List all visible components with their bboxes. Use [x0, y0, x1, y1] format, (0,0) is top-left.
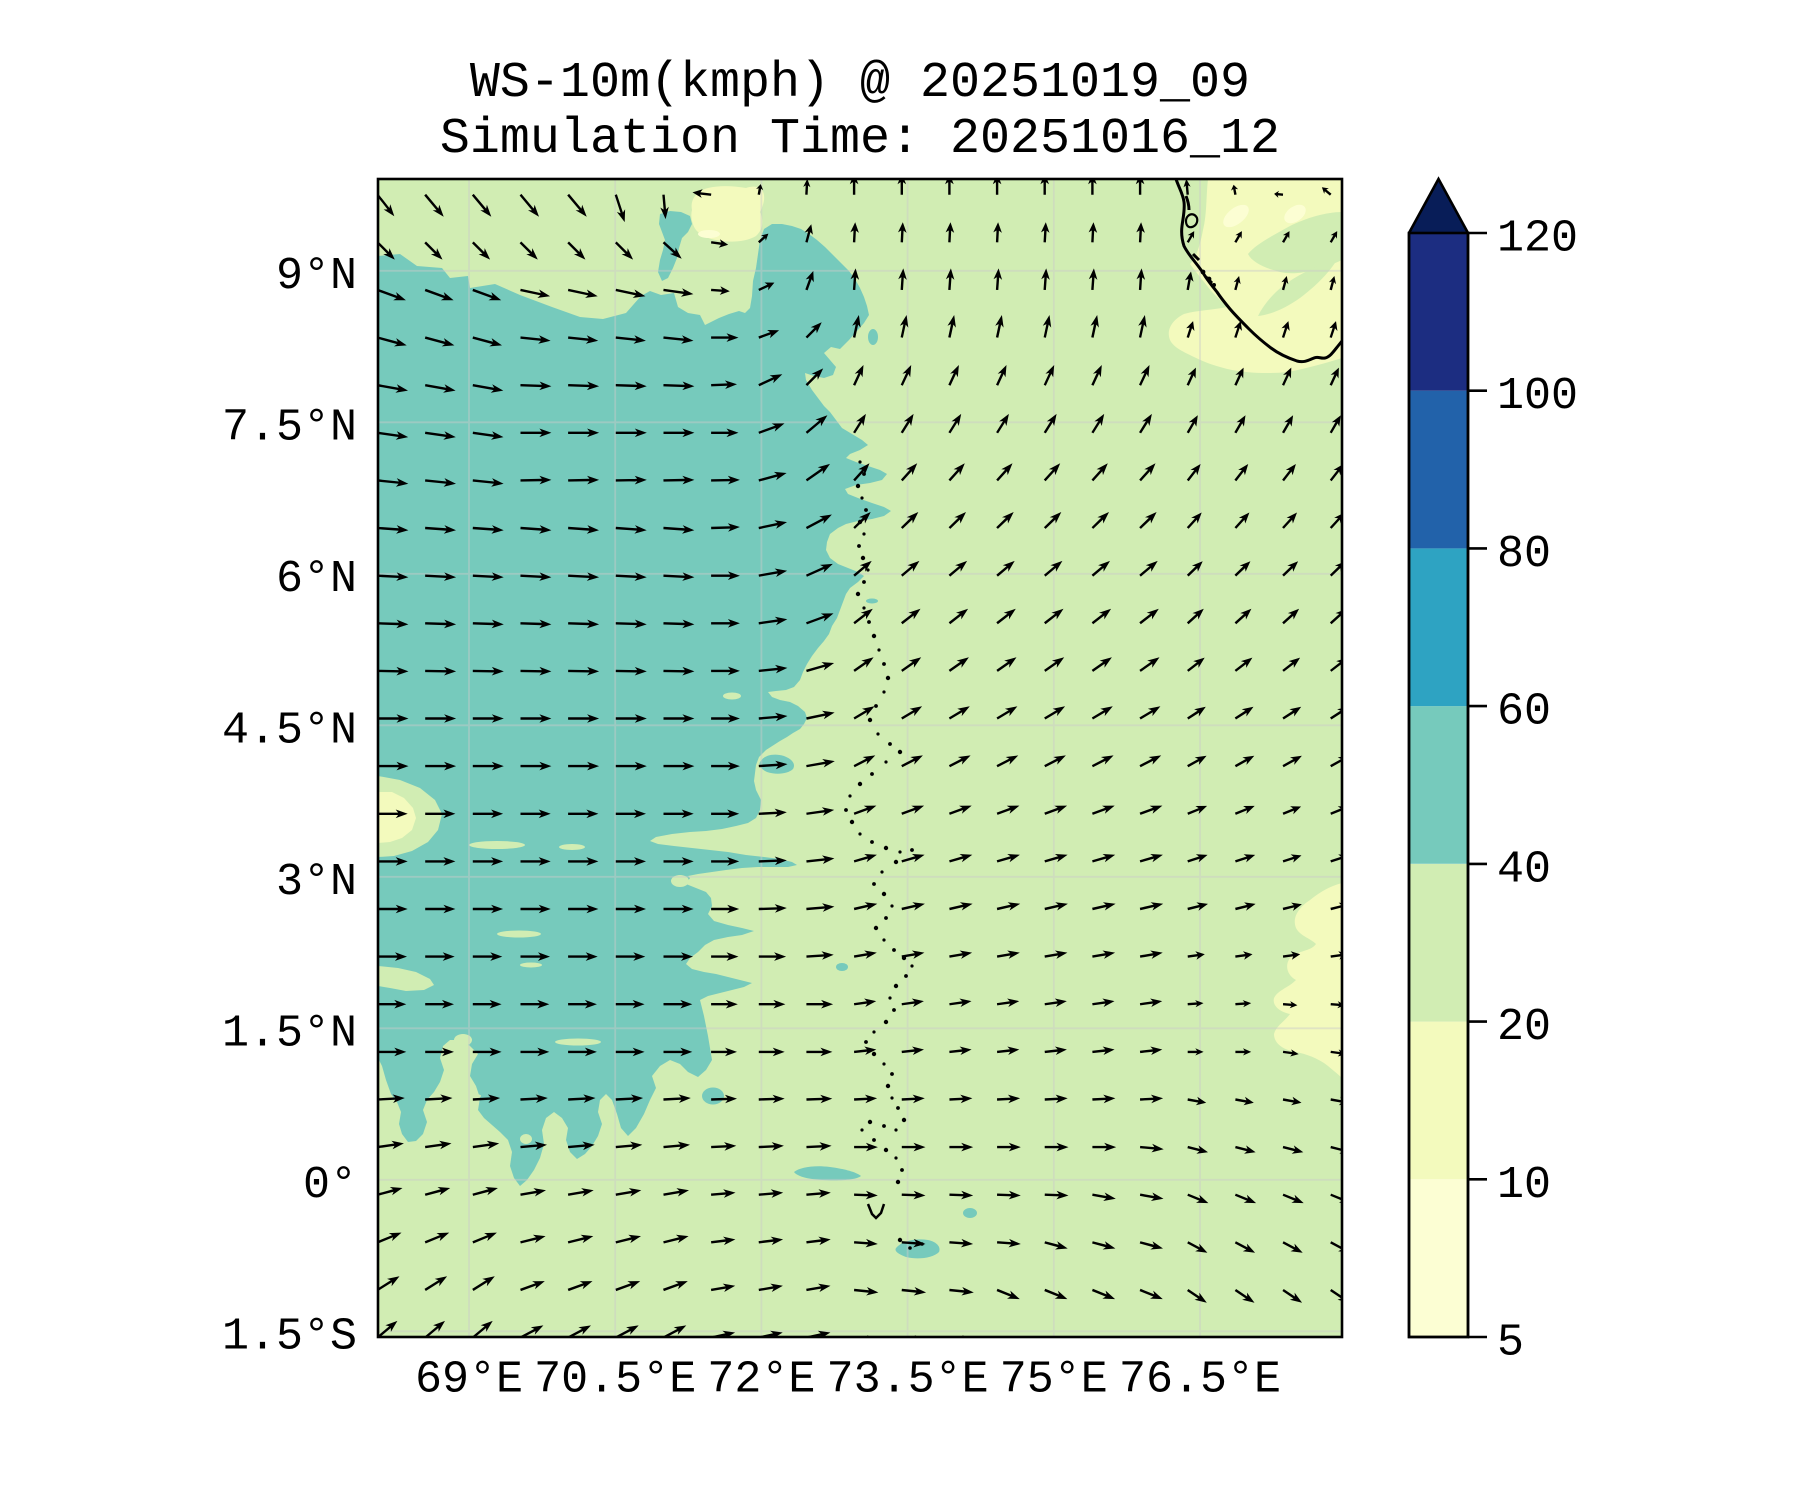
svg-text:75°E: 75°E: [1000, 1355, 1108, 1406]
svg-text:7.5°N: 7.5°N: [222, 402, 357, 453]
svg-text:76.5°E: 76.5°E: [1119, 1355, 1281, 1406]
svg-text:73.5°E: 73.5°E: [827, 1355, 989, 1406]
svg-text:120: 120: [1497, 214, 1578, 265]
svg-text:40: 40: [1497, 844, 1551, 895]
svg-text:1.5°N: 1.5°N: [222, 1008, 357, 1059]
svg-text:20: 20: [1497, 1002, 1551, 1053]
svg-text:5: 5: [1497, 1318, 1524, 1369]
svg-text:60: 60: [1497, 687, 1551, 738]
svg-text:9°N: 9°N: [276, 251, 357, 302]
svg-text:72°E: 72°E: [707, 1355, 815, 1406]
svg-text:4.5°N: 4.5°N: [222, 705, 357, 756]
svg-text:0°: 0°: [303, 1160, 357, 1211]
svg-text:3°N: 3°N: [276, 857, 357, 908]
svg-text:70.5°E: 70.5°E: [534, 1355, 696, 1406]
svg-text:10: 10: [1497, 1160, 1551, 1211]
svg-text:1.5°S: 1.5°S: [222, 1311, 357, 1362]
svg-text:Simulation Time: 20251016_12: Simulation Time: 20251016_12: [440, 111, 1280, 168]
svg-text:100: 100: [1497, 371, 1578, 422]
svg-text:6°N: 6°N: [276, 554, 357, 605]
svg-text:80: 80: [1497, 529, 1551, 580]
svg-text:WS-10m(kmph) @ 20251019_09: WS-10m(kmph) @ 20251019_09: [470, 55, 1250, 112]
svg-text:69°E: 69°E: [415, 1355, 523, 1406]
